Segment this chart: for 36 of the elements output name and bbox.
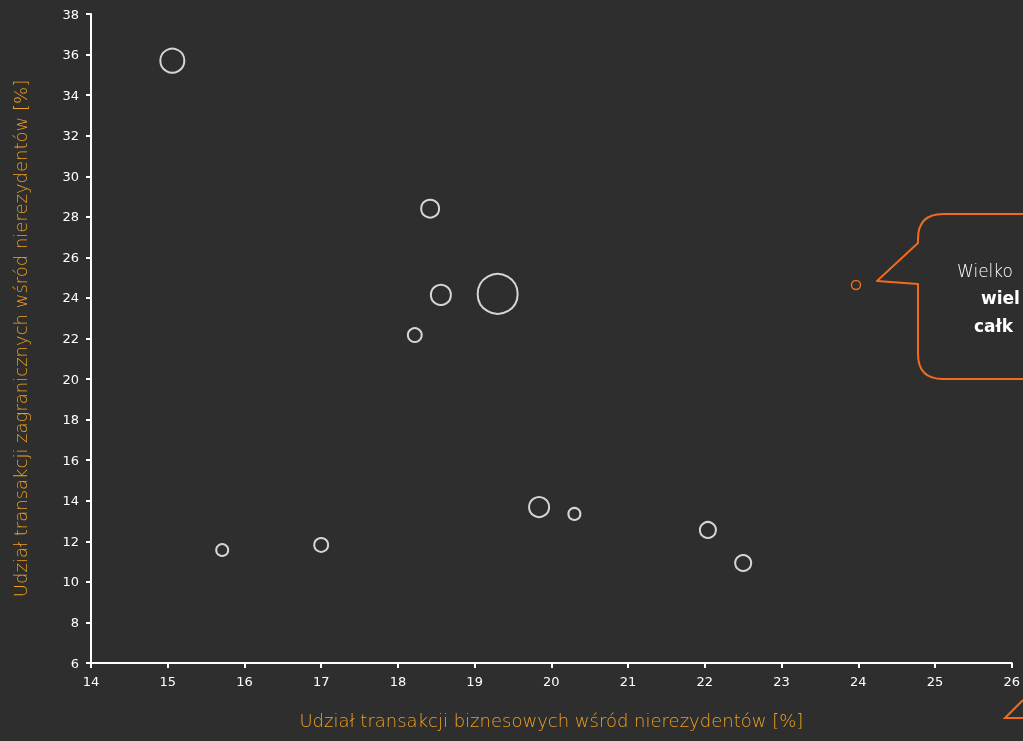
y-tick-label: 6 xyxy=(70,655,79,671)
y-tick-label: 12 xyxy=(62,533,79,549)
x-tick-label: 14 xyxy=(82,674,100,689)
y-tick-label: 32 xyxy=(62,128,79,144)
y-tick-label: 38 xyxy=(62,6,79,22)
y-tick-label: 34 xyxy=(62,87,79,103)
y-tick-label: 22 xyxy=(62,331,79,346)
y-tick-label: 14 xyxy=(62,493,79,509)
x-tick-label: 24 xyxy=(850,674,867,689)
y-tick-label: 8 xyxy=(70,614,79,630)
y-tick-label: 26 xyxy=(62,249,79,265)
x-tick-label: 17 xyxy=(312,674,330,689)
x-tick-label: 26 xyxy=(1003,674,1020,689)
y-tick-label: 28 xyxy=(62,209,79,225)
annotation: wiel xyxy=(981,288,1020,308)
x-tick-label: 20 xyxy=(543,674,560,689)
x-tick-label: 22 xyxy=(696,674,714,689)
x-tick-label: 15 xyxy=(159,674,176,689)
x-tick-label: 19 xyxy=(466,674,483,689)
x-tick-label: 21 xyxy=(619,674,637,689)
x-tick-label: 23 xyxy=(773,674,790,689)
y-tick-label: 10 xyxy=(62,574,79,590)
y-tick-label: 30 xyxy=(62,168,79,184)
y-tick-label: 18 xyxy=(62,412,79,428)
speech-bubble: Wielko wiel całk xyxy=(876,213,1023,380)
annotation: całk xyxy=(974,316,1014,336)
y-tick-label: 16 xyxy=(62,452,79,468)
x-tick-label: 25 xyxy=(926,674,944,689)
y-tick-label: 20 xyxy=(62,371,79,387)
x-tick-label: 16 xyxy=(236,674,253,689)
y-tick-label: 36 xyxy=(62,47,79,63)
y-axis-title: Udział transakcji zagranicznych wśród nierezydentów [%] xyxy=(9,79,31,598)
x-tick-label: 18 xyxy=(389,674,407,689)
x-axis-title: Udział transakcji biznesowych wśród nierezydentów [%] xyxy=(299,709,804,731)
y-tick-label: 24 xyxy=(62,290,79,306)
annotation: Wielko xyxy=(957,261,1013,281)
